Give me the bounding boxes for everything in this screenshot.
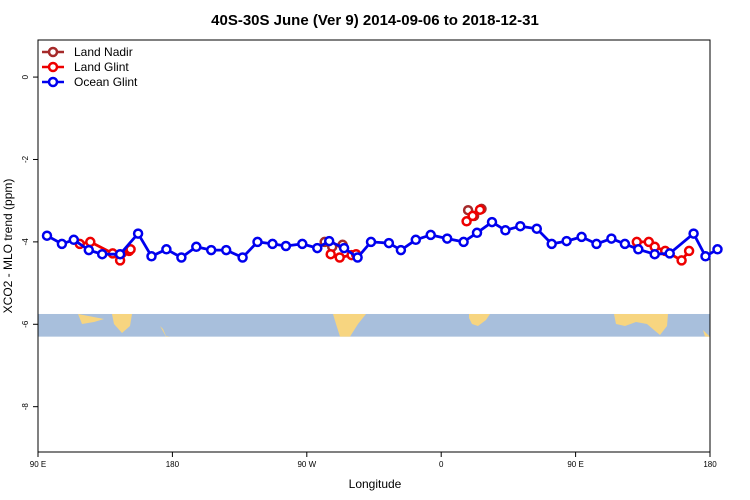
data-point-ocean-glint xyxy=(56,238,68,250)
y-axis-label: XCO2 - MLO trend (ppm) xyxy=(1,179,15,314)
y-tick-label: 0 xyxy=(21,74,30,79)
data-point-ocean-glint xyxy=(41,230,53,241)
data-point-ocean-glint xyxy=(633,244,644,255)
legend: Land Nadir Land Glint Ocean Glint xyxy=(42,45,138,89)
data-point-ocean-glint xyxy=(688,228,699,239)
data-point-ocean-glint xyxy=(68,234,80,246)
data-point-ocean-glint xyxy=(132,228,144,239)
y-axis: 0 -2 -4 -6 -8 xyxy=(21,74,38,410)
data-point-ocean-glint xyxy=(191,241,202,253)
land-new-zealand xyxy=(160,325,170,337)
plot-area xyxy=(37,39,711,453)
series-ocean-glint xyxy=(41,216,723,263)
x-tick-label: 90 E xyxy=(30,460,46,469)
data-point-ocean-glint xyxy=(576,231,587,243)
y-tick-label: -8 xyxy=(21,403,30,411)
data-point-ocean-glint xyxy=(700,251,711,262)
data-point-ocean-glint xyxy=(410,234,422,246)
data-point-land-glint xyxy=(467,210,478,222)
x-tick-label: 180 xyxy=(166,460,180,469)
data-point-ocean-glint xyxy=(205,244,217,256)
x-axis-label: Longitude xyxy=(349,477,402,491)
data-point-ocean-glint xyxy=(352,252,363,263)
data-point-ocean-glint xyxy=(649,248,660,260)
data-point-ocean-glint xyxy=(252,236,263,248)
y-tick-label: -6 xyxy=(21,320,30,328)
x-tick-label: 180 xyxy=(703,460,717,469)
data-point-ocean-glint xyxy=(486,216,498,228)
data-point-land-glint xyxy=(125,244,136,255)
chart-title: 40S-30S June (Ver 9) 2014-09-06 to 2018-… xyxy=(211,12,539,29)
x-tick-label: 90 E xyxy=(567,460,583,469)
data-point-ocean-glint xyxy=(515,220,526,232)
series-line-ocean-glint xyxy=(46,220,719,259)
x-tick-label: 0 xyxy=(439,460,444,469)
data-point-ocean-glint xyxy=(591,238,602,250)
data-point-land-glint xyxy=(334,252,345,263)
data-point-ocean-glint xyxy=(619,238,631,250)
data-point-ocean-glint xyxy=(365,236,377,248)
data-point-land-glint xyxy=(683,245,695,257)
data-point-ocean-glint xyxy=(664,248,675,259)
y-tick-label: -4 xyxy=(21,238,30,246)
land-south-america xyxy=(333,313,366,337)
map-band-ocean xyxy=(38,313,710,337)
data-point-land-glint xyxy=(676,255,687,266)
y-tick-label: -2 xyxy=(21,155,30,163)
legend-marker-ocean-glint xyxy=(47,76,59,88)
data-point-ocean-glint xyxy=(96,248,108,260)
series-layer xyxy=(41,203,723,266)
map-band xyxy=(38,313,710,337)
data-point-ocean-glint xyxy=(280,240,292,252)
data-point-ocean-glint xyxy=(531,223,543,234)
data-point-ocean-glint xyxy=(546,238,557,250)
legend-marker-land-glint xyxy=(47,61,59,73)
data-point-ocean-glint xyxy=(606,233,617,244)
x-axis: 90 E 180 90 W 0 90 E 180 xyxy=(30,452,717,469)
data-point-ocean-glint xyxy=(500,225,511,236)
land-australia xyxy=(74,313,132,333)
land-south-africa xyxy=(469,313,490,326)
data-point-ocean-glint xyxy=(297,238,308,250)
data-point-ocean-glint xyxy=(471,227,483,239)
legend-item-land-glint: Land Glint xyxy=(42,60,129,74)
data-point-ocean-glint xyxy=(395,244,407,256)
data-point-ocean-glint xyxy=(338,242,350,254)
data-point-ocean-glint xyxy=(712,244,723,255)
data-point-ocean-glint xyxy=(161,244,172,255)
data-point-ocean-glint xyxy=(176,252,187,263)
legend-item-land-nadir: Land Nadir xyxy=(42,45,133,59)
data-point-land-glint xyxy=(325,248,336,260)
legend-marker-land-nadir xyxy=(47,46,59,58)
data-point-ocean-glint xyxy=(267,238,278,250)
series-land-glint xyxy=(74,204,695,266)
land-australia-2 xyxy=(614,313,668,335)
data-point-ocean-glint xyxy=(383,237,395,249)
land-new-zealand-2 xyxy=(703,329,710,337)
data-point-ocean-glint xyxy=(220,244,232,256)
legend-label-land-glint: Land Glint xyxy=(74,60,129,74)
legend-label-ocean-glint: Ocean Glint xyxy=(74,75,138,89)
data-point-ocean-glint xyxy=(146,251,157,262)
data-point-land-glint xyxy=(85,236,96,248)
data-point-ocean-glint xyxy=(425,229,436,241)
data-point-ocean-glint xyxy=(441,233,453,244)
data-point-ocean-glint xyxy=(458,236,469,248)
legend-label-land-nadir: Land Nadir xyxy=(74,45,133,59)
data-point-ocean-glint xyxy=(237,252,248,263)
data-point-ocean-glint xyxy=(323,235,335,247)
data-point-ocean-glint xyxy=(114,248,126,260)
data-point-ocean-glint xyxy=(83,244,95,256)
data-point-ocean-glint xyxy=(561,235,572,247)
legend-item-ocean-glint: Ocean Glint xyxy=(42,75,138,89)
data-point-ocean-glint xyxy=(312,242,323,254)
x-tick-label: 90 W xyxy=(297,460,316,469)
data-point-land-glint xyxy=(474,204,486,215)
